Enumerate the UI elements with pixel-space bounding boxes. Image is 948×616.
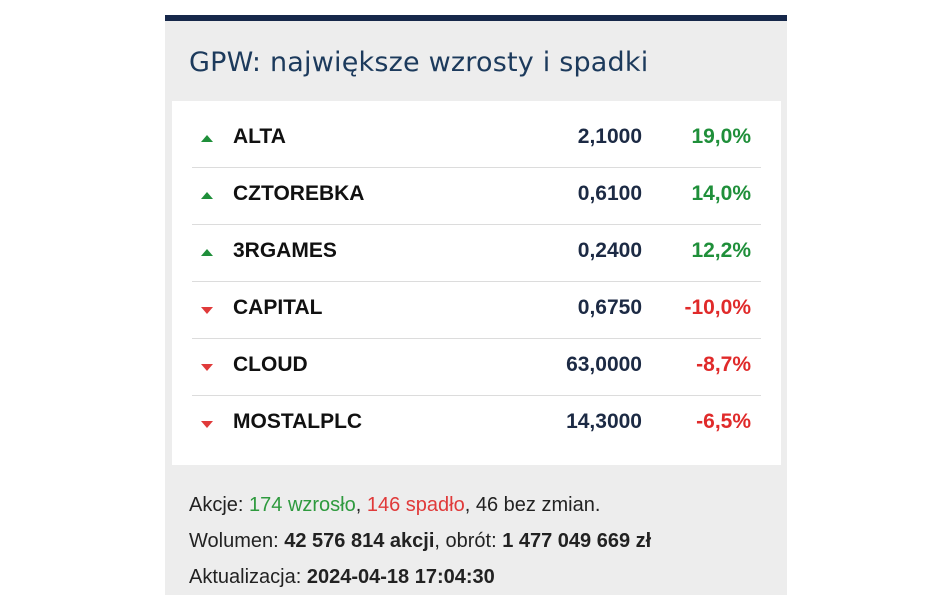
volume-value: 42 576 814 akcji [284,530,435,552]
stock-price: 2,1000 [577,125,642,148]
stock-change: -6,5% [696,410,751,433]
triangle-up-icon [201,249,213,256]
stock-price: 63,0000 [566,353,642,376]
table-row[interactable]: 3RGAMES 0,2400 12,2% [192,224,761,282]
volume-line: Wolumen: 42 576 814 akcji, obrót: 1 477 … [189,523,651,559]
stock-price: 14,3000 [566,410,642,433]
separator: , [355,494,367,516]
stock-name[interactable]: MOSTALPLC [233,410,363,433]
table-row[interactable]: CAPITAL 0,6750 -10,0% [192,281,761,339]
stock-change: -8,7% [696,353,751,376]
stocks-label: Akcje: [189,494,250,516]
turnover-value: 1 477 049 669 zł [502,530,652,552]
stock-name[interactable]: CLOUD [233,353,308,376]
triangle-down-icon [201,421,213,428]
table-row[interactable]: ALTA 2,1000 19,0% [192,110,761,168]
table-row[interactable]: CLOUD 63,0000 -8,7% [192,338,761,396]
widget-title: GPW: największe wzrosty i spadki [189,47,649,78]
stock-name[interactable]: CZTOREBKA [233,182,365,205]
stock-change: 14,0% [691,182,751,205]
triangle-down-icon [201,364,213,371]
table-row[interactable]: CZTOREBKA 0,6100 14,0% [192,167,761,225]
stock-price: 0,6100 [577,182,642,205]
update-timestamp: 2024-04-18 17:04:30 [306,566,495,588]
stock-price: 0,6750 [577,296,642,319]
update-line: Aktualizacja: 2024-04-18 17:04:30 [189,559,651,595]
stocks-summary-line: Akcje: 174 wzrosło, 146 spadło, 46 bez z… [189,487,651,523]
update-label: Aktualizacja: [189,566,307,588]
stock-change: 19,0% [691,125,751,148]
triangle-up-icon [201,192,213,199]
table-row[interactable]: MOSTALPLC 14,3000 -6,5% [192,395,761,452]
stock-change: -10,0% [684,296,751,319]
market-summary: Akcje: 174 wzrosło, 146 spadło, 46 bez z… [189,487,651,595]
stock-name[interactable]: CAPITAL [233,296,323,319]
down-count: 146 spadło [366,494,465,516]
unchanged-count: , 46 bez zmian. [464,494,601,516]
volume-label: Wolumen: [189,530,285,552]
stock-name[interactable]: ALTA [233,125,286,148]
stock-change: 12,2% [691,239,751,262]
stock-name[interactable]: 3RGAMES [233,239,337,262]
up-count: 174 wzrosło [249,494,356,516]
triangle-down-icon [201,307,213,314]
movers-table: ALTA 2,1000 19,0% CZTOREBKA 0,6100 14,0%… [172,101,781,465]
stock-price: 0,2400 [577,239,642,262]
triangle-up-icon [201,135,213,142]
gpw-movers-widget: GPW: największe wzrosty i spadki ALTA 2,… [165,15,787,595]
turnover-label: , obrót: [434,530,503,552]
